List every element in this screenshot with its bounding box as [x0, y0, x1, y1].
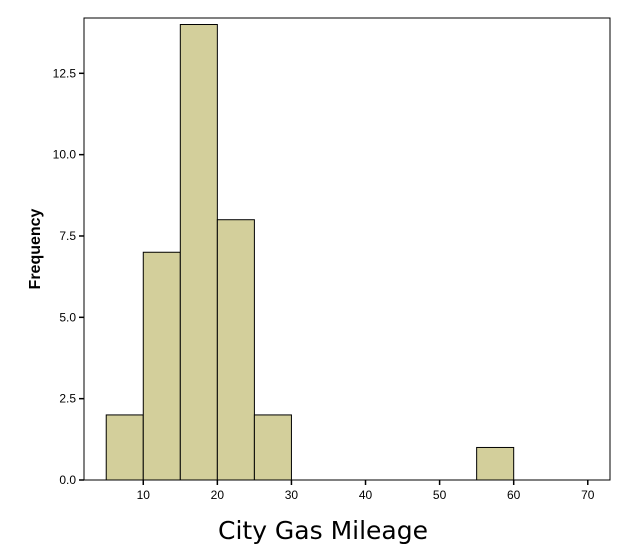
- x-tick-label: 20: [211, 488, 225, 502]
- histogram-bar: [253, 414, 292, 481]
- y-tick-label: 5.0: [59, 310, 76, 324]
- y-axis-title: Frequency: [27, 208, 44, 289]
- bars-group: [105, 24, 515, 481]
- histogram-bar: [179, 24, 218, 481]
- x-tick-label: 60: [507, 488, 521, 502]
- x-axis: 10 20 30 40 50 60 70: [137, 480, 595, 502]
- x-tick-label: 70: [581, 488, 595, 502]
- histogram-bar: [476, 446, 515, 481]
- y-tick-label: 10.0: [53, 148, 77, 162]
- y-tick-label: 7.5: [59, 229, 76, 243]
- x-tick-label: 30: [285, 488, 299, 502]
- x-tick-label: 50: [433, 488, 447, 502]
- x-tick-label: 10: [137, 488, 151, 502]
- x-axis-title: City Gas Mileage: [218, 516, 428, 545]
- y-tick-label: 2.5: [59, 392, 76, 406]
- y-axis: 0.0 2.5 5.0 7.5 10.0 12.5: [53, 66, 84, 487]
- plot-area-frame: [83, 17, 611, 481]
- histogram-bar: [105, 414, 144, 481]
- y-tick-label: 0.0: [59, 473, 76, 487]
- histogram-bar: [142, 251, 181, 481]
- histogram-bar: [216, 219, 255, 481]
- x-tick-label: 40: [359, 488, 373, 502]
- y-tick-label: 12.5: [53, 66, 77, 80]
